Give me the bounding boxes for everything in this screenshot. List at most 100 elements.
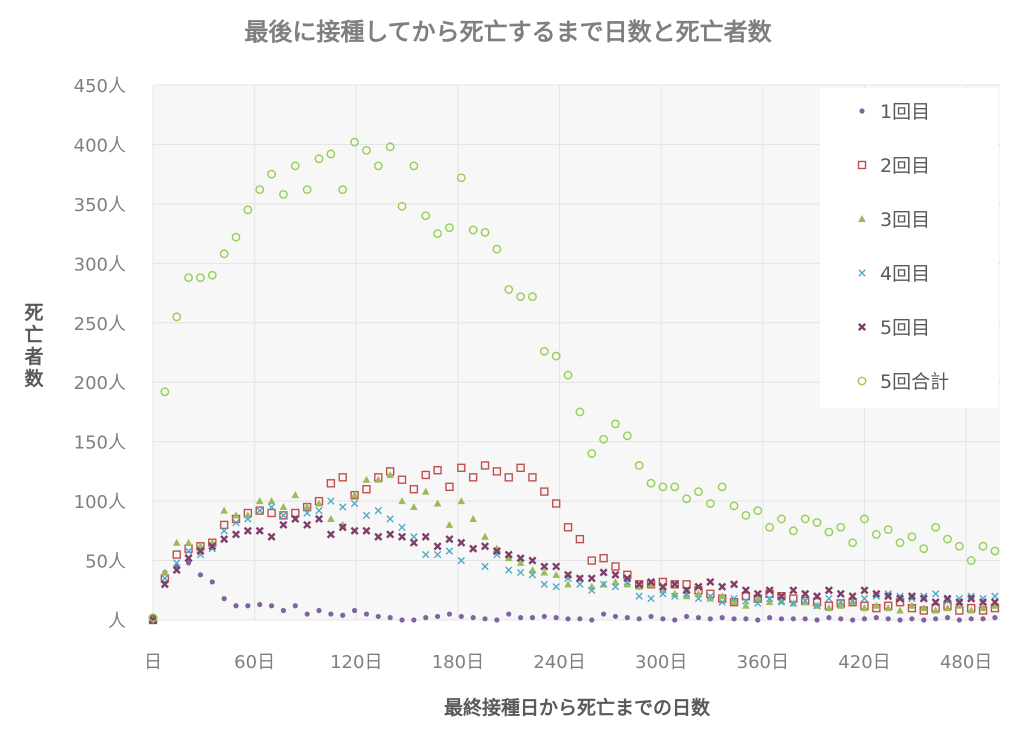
data-point [682,586,691,595]
data-point [410,503,418,511]
legend-marker [857,376,867,386]
data-point [208,542,217,551]
data-point [397,475,407,484]
data-point [587,574,596,583]
data-point [552,583,560,591]
data-point [705,499,715,508]
data-point [873,615,879,621]
data-point [706,577,715,587]
grid [152,84,1000,621]
data-point [753,506,763,516]
data-point [754,599,762,608]
data-point [575,574,584,583]
x-tick-label: 60日 [234,652,275,673]
data-point [504,554,513,562]
data-point [482,616,488,622]
data-point [421,532,430,541]
data-point [800,514,810,524]
data-point [753,594,762,602]
data-point [801,597,809,605]
data-point [824,586,833,595]
data-point [634,461,644,470]
data-point [943,604,952,612]
y-tick-label: 50人 [85,552,126,573]
data-point [303,503,311,511]
data-point [943,534,952,544]
data-point [351,607,358,614]
data-point [919,604,928,612]
data-point [587,449,597,458]
data-point [623,574,632,583]
data-point [504,550,513,559]
data-point [338,523,347,532]
data-point [469,514,477,522]
data-point [423,615,429,621]
data-point [184,547,193,555]
data-point [172,312,182,322]
legend-marker [857,160,867,170]
data-point [848,538,858,548]
data-point [373,161,383,171]
data-point [399,617,405,623]
data-point [481,532,489,540]
y-tick-label: 400人 [74,135,126,156]
legend: 1回目 2回目 3回目 4回目 5回目 5回合計 [857,101,949,393]
data-point [245,603,251,609]
data-point [730,594,738,603]
data-point [695,615,702,621]
data-point [860,594,869,603]
data-point [468,225,478,235]
data-point [836,589,845,598]
data-point [505,566,513,574]
data-point [516,554,525,563]
data-point [850,617,856,623]
data-point [729,580,739,589]
data-point [172,538,181,546]
data-point [624,615,630,621]
data-point [565,616,571,622]
data-point [622,431,632,441]
data-point [860,604,869,612]
data-point [553,615,559,621]
data-point [955,598,964,607]
data-point [777,596,786,604]
data-point [825,594,833,603]
data-point [494,617,500,623]
data-point [684,613,690,620]
data-point [148,615,158,625]
data-point [931,590,940,598]
data-point [219,249,229,259]
y-tick-label: 100人 [74,492,126,513]
y-tick-label: 350人 [74,195,126,216]
data-point [658,482,668,492]
data-point [267,169,276,179]
data-point [385,142,395,152]
data-point [944,615,951,621]
data-point [979,604,987,612]
data-point [908,594,916,603]
x-axis-title: 最終接種日から死亡までの日数 [444,696,711,719]
data-point [445,535,454,544]
data-point [386,530,395,539]
data-point [682,592,691,600]
data-point [338,473,347,482]
data-point [658,582,667,591]
data-point [279,511,288,520]
data-point [671,592,679,600]
data-point [233,603,239,609]
data-point [563,523,573,532]
data-point [528,566,537,574]
data-point [362,526,371,535]
data-point [707,616,713,622]
data-point [647,594,655,603]
data-point [814,617,820,623]
data-point [611,577,620,585]
data-point [492,546,501,556]
data-point [339,503,347,511]
data-point [931,606,940,614]
data-point [362,475,371,483]
data-point [670,580,679,589]
x-tick-label: 120日 [330,652,382,673]
data-point [516,292,525,302]
